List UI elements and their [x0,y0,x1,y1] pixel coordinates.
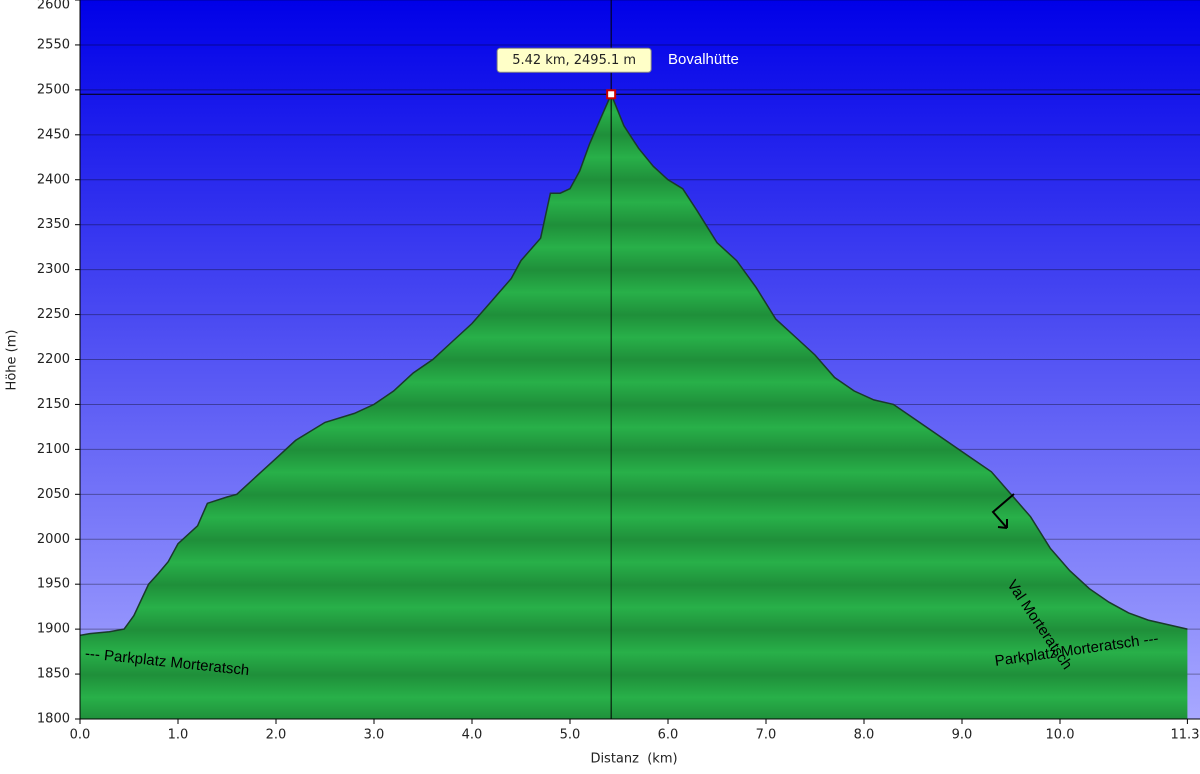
x-tick-label: 0.0 [70,728,91,743]
y-tick-label: 2450 [37,127,70,142]
x-tick-label: 5.0 [560,728,581,743]
y-tick-label: 2250 [37,307,70,322]
y-tick-label: 2150 [37,397,70,412]
area-line [79,92,1188,637]
y-tick-label: 1850 [37,667,70,682]
y-tick-label: 2500 [37,82,70,97]
annotation-arrow [991,493,1015,529]
y-tick-label: 2300 [37,262,70,277]
area-fill [80,94,1188,720]
y-tick-label: 2600 [37,0,70,13]
x-tick-label: 10.0 [1046,728,1075,743]
x-tick-label: 11.3 [1171,728,1200,743]
x-tick-label: 3.0 [364,728,385,743]
marker-point [606,89,617,100]
x-tick-label: 9.0 [952,728,973,743]
tooltip-box [496,47,652,73]
tooltip-label: 5.42 km, 2495.1 m [512,53,636,68]
y-tick-label: 2100 [37,442,70,457]
x-tick-label: 2.0 [266,728,287,743]
y-tick-label: 2050 [37,487,70,502]
x-tick-label: 4.0 [462,728,483,743]
x-tick-label: 8.0 [854,728,875,743]
y-axis-label: Höhe (m) [5,330,20,391]
x-tick-label: 1.0 [168,728,189,743]
y-tick-label: 2200 [37,352,70,367]
x-tick-label: 7.0 [756,728,777,743]
y-tick-label: 1950 [37,577,70,592]
y-tick-label: 2000 [37,532,70,547]
y-tick-label: 1900 [37,622,70,637]
y-tick-label: 2400 [37,172,70,187]
y-tick-label: 2350 [37,217,70,232]
x-tick-label: 6.0 [658,728,679,743]
annotation: Bovalhütte [668,51,739,68]
y-tick-label: 1800 [37,712,70,727]
y-tick-label: 2550 [37,37,70,52]
x-axis-label: Distanz (km) [590,752,677,767]
